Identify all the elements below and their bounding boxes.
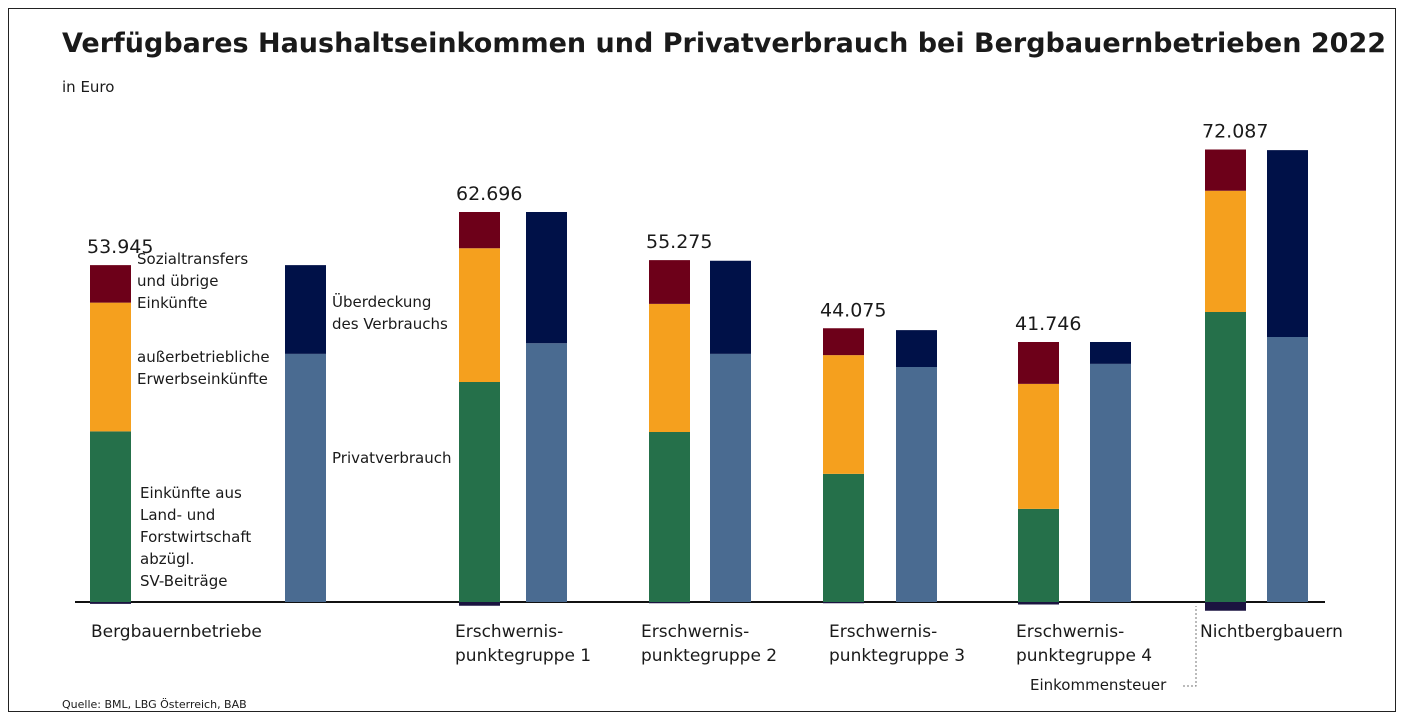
bar-segment	[459, 212, 500, 249]
series-label: außerbetriebliche Erwerbseinkünfte	[137, 348, 270, 388]
bar-segment	[90, 265, 131, 303]
chart-subtitle: in Euro	[62, 78, 115, 96]
bar-segment	[823, 355, 864, 474]
total-label: 62.696	[456, 183, 522, 205]
bar-segment	[823, 602, 864, 604]
bar-segment	[285, 265, 326, 354]
bar-segment	[90, 602, 131, 604]
chart-title: Verfügbares Haushaltseinkommen und Priva…	[62, 28, 1387, 59]
bar-segment	[1267, 337, 1308, 602]
bar-segment	[1018, 508, 1059, 602]
bar-segment	[526, 343, 567, 602]
x-tick-label: Nichtbergbauern	[1200, 622, 1343, 642]
series-label: Einkünfte aus Land- und Forstwirtschaft …	[140, 484, 252, 590]
bar-segment	[649, 602, 690, 604]
total-label: 53.945	[87, 236, 153, 258]
bar-segment	[1018, 602, 1059, 605]
bar-segment	[459, 382, 500, 602]
x-tick-label: Erschwernis- punktegruppe 3	[829, 622, 966, 666]
bar-segment	[459, 602, 500, 606]
bar-segment	[896, 330, 937, 367]
x-tick-label: Bergbauernbetriebe	[91, 622, 262, 642]
bar-segment	[1018, 342, 1059, 384]
bar-segment	[710, 260, 751, 354]
bar-segment	[1267, 150, 1308, 337]
source-note: Quelle: BML, LBG Österreich, BAB	[62, 698, 247, 711]
bar-segment	[1205, 190, 1246, 312]
x-tick-label: Erschwernis- punktegruppe 4	[1016, 622, 1153, 666]
bar-segment	[1090, 342, 1131, 364]
total-label: 55.275	[646, 231, 712, 253]
bar-segment	[1018, 383, 1059, 509]
bar-segment	[1205, 312, 1246, 602]
frame	[8, 8, 1396, 712]
series-label: Einkommensteuer	[1030, 676, 1167, 694]
leader-line	[1183, 606, 1197, 687]
x-tick-label: Erschwernis- punktegruppe 2	[641, 622, 778, 666]
total-label: 72.087	[1202, 121, 1268, 143]
bar-segment	[649, 303, 690, 432]
bar-segment	[1205, 602, 1246, 611]
bar-segment	[649, 260, 690, 304]
bar-segment	[710, 353, 751, 602]
series-label: Sozialtransfers und übrige Einkünfte	[137, 250, 249, 312]
bar-segment	[90, 431, 131, 602]
bar-segment	[526, 212, 567, 344]
series-label: Überdeckung des Verbrauchs	[332, 293, 448, 333]
bar-segment	[1205, 149, 1246, 191]
total-label: 44.075	[820, 299, 886, 321]
bar-segment	[1090, 363, 1131, 602]
bar-segment	[896, 367, 937, 602]
bar-segment	[285, 353, 326, 602]
bar-segment	[459, 248, 500, 382]
bar-segment	[649, 432, 690, 602]
bar-segment	[823, 473, 864, 602]
bar-segment	[823, 328, 864, 356]
bar-segment	[90, 302, 131, 432]
x-tick-label: Erschwernis- punktegruppe 1	[455, 622, 592, 666]
total-label: 41.746	[1015, 313, 1081, 335]
series-label: Privatverbrauch	[332, 449, 452, 467]
